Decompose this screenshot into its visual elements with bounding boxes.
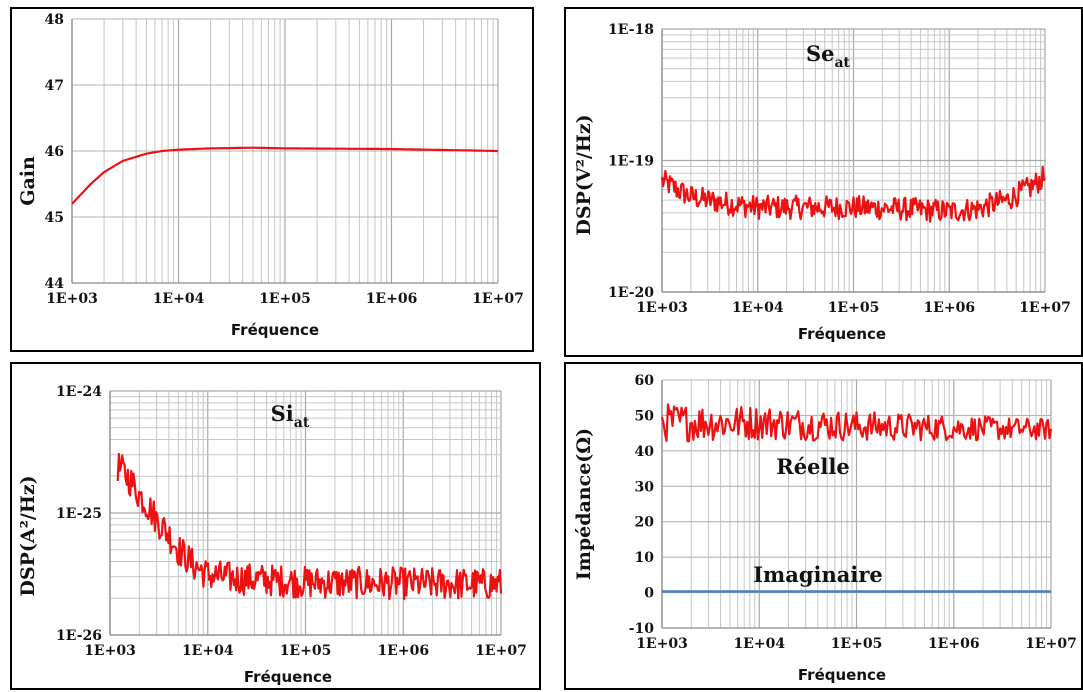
y-tick-label: 50 <box>635 408 655 424</box>
x-tick-label: 1E+03 <box>46 291 98 307</box>
y-tick-label: 0 <box>644 586 654 602</box>
x-tick-label: 1E+05 <box>280 643 332 659</box>
gain-chart-ylabel: Gain <box>17 156 39 206</box>
x-tick-label: 1E+06 <box>928 636 980 652</box>
gain-chart-ticks: 1E+03 1E+04 1E+05 1E+06 1E+07 44 45 46 47 48 <box>45 12 524 307</box>
impedance-chart-series <box>660 403 1053 593</box>
y-tick-label: -10 <box>629 621 655 637</box>
se-at-chart-ylabel: DSP(V²/Hz) <box>573 114 595 235</box>
si-at-chart-panel: 1E+03 1E+04 1E+05 1E+06 1E+07 1E-26 1E-25 1E-24… <box>10 362 541 690</box>
y-tick-label: 1E-24 <box>56 384 102 400</box>
si-at-annotation: Siat <box>271 401 310 431</box>
y-tick-label: 44 <box>45 276 65 292</box>
x-tick-label: 1E+05 <box>828 300 880 316</box>
y-tick-label: 1E-25 <box>56 506 102 522</box>
si-at-chart-xlabel: Fréquence <box>244 668 332 686</box>
series-line <box>71 146 498 205</box>
x-tick-label: 1E+04 <box>733 636 785 652</box>
x-tick-label: 1E+04 <box>182 643 234 659</box>
series-line <box>116 452 503 601</box>
y-tick-label: 1E-20 <box>608 285 654 301</box>
impedance-chart-ylabel: Impédance(Ω) <box>573 428 595 580</box>
se-at-chart: 1E+03 1E+04 1E+05 1E+06 1E+07 1E-20 1E-19 1E-18… <box>573 22 1071 343</box>
gain-chart-series <box>71 146 498 205</box>
si-at-chart-ylabel: DSP(A²/Hz) <box>17 475 39 596</box>
reelle-label: Réelle <box>776 454 850 479</box>
x-tick-label: 1E+07 <box>1025 636 1077 652</box>
impedance-chart-ticks: 1E+03 1E+04 1E+05 1E+06 1E+07 -10 0 10 20 30 40 50 6… <box>629 373 1077 652</box>
si-at-chart-ticks: 1E+03 1E+04 1E+05 1E+06 1E+07 1E-26 1E-25 1E-24 <box>56 384 527 659</box>
si-at-chart-series <box>116 452 503 601</box>
imaginaire-label: Imaginaire <box>753 562 883 587</box>
y-tick-label: 46 <box>45 144 64 160</box>
se-at-chart-ticks: 1E+03 1E+04 1E+05 1E+06 1E+07 1E-20 1E-19 1E-18 <box>608 22 1071 316</box>
se-at-chart-series <box>660 165 1046 223</box>
y-tick-label: 60 <box>635 373 655 389</box>
x-tick-label: 1E+04 <box>153 291 205 307</box>
x-tick-label: 1E+06 <box>923 300 975 316</box>
y-tick-label: 1E-19 <box>608 154 654 170</box>
y-tick-label: 47 <box>45 78 64 94</box>
y-tick-label: 45 <box>45 210 64 226</box>
x-tick-label: 1E+07 <box>475 643 527 659</box>
impedance-chart: 1E+03 1E+04 1E+05 1E+06 1E+07 -10 0 10 20 30 40 50 6… <box>573 373 1077 684</box>
x-tick-label: 1E+05 <box>831 636 883 652</box>
y-tick-label: 30 <box>635 479 655 495</box>
x-tick-label: 1E+03 <box>636 636 688 652</box>
x-tick-label: 1E+03 <box>636 300 688 316</box>
x-tick-label: 1E+07 <box>1019 300 1071 316</box>
series-line <box>660 403 1053 443</box>
y-tick-label: 20 <box>635 515 655 531</box>
y-tick-label: 1E-26 <box>56 628 102 644</box>
x-tick-label: 1E+05 <box>259 291 311 307</box>
gain-chart: 1E+03 1E+04 1E+05 1E+06 1E+07 44 45 46 47 48 Fréq… <box>17 12 524 339</box>
x-tick-label: 1E+06 <box>366 291 418 307</box>
x-tick-label: 1E+03 <box>84 643 136 659</box>
se-at-chart-grid <box>661 28 1046 293</box>
se-at-annotation: Seat <box>806 41 851 71</box>
y-tick-label: 48 <box>45 12 64 28</box>
x-tick-label: 1E+06 <box>377 643 429 659</box>
impedance-chart-panel: 1E+03 1E+04 1E+05 1E+06 1E+07 -10 0 10 20 30 40 50 6… <box>564 362 1083 690</box>
impedance-chart-xlabel: Fréquence <box>798 666 886 684</box>
y-tick-label: 40 <box>635 444 655 460</box>
si-at-chart: 1E+03 1E+04 1E+05 1E+06 1E+07 1E-26 1E-25 1E-24… <box>17 384 527 686</box>
y-tick-label: 10 <box>635 550 655 566</box>
gain-chart-xlabel: Fréquence <box>231 321 319 339</box>
se-at-chart-xlabel: Fréquence <box>798 325 886 343</box>
x-tick-label: 1E+07 <box>472 291 524 307</box>
y-tick-label: 1E-18 <box>608 22 654 38</box>
se-at-chart-panel: 1E+03 1E+04 1E+05 1E+06 1E+07 1E-20 1E-19 1E-18… <box>564 7 1083 357</box>
gain-chart-panel: 1E+03 1E+04 1E+05 1E+06 1E+07 44 45 46 47 48 Fréq… <box>10 7 534 352</box>
x-tick-label: 1E+04 <box>732 300 784 316</box>
gain-chart-grid <box>71 18 499 284</box>
series-line <box>660 165 1046 223</box>
